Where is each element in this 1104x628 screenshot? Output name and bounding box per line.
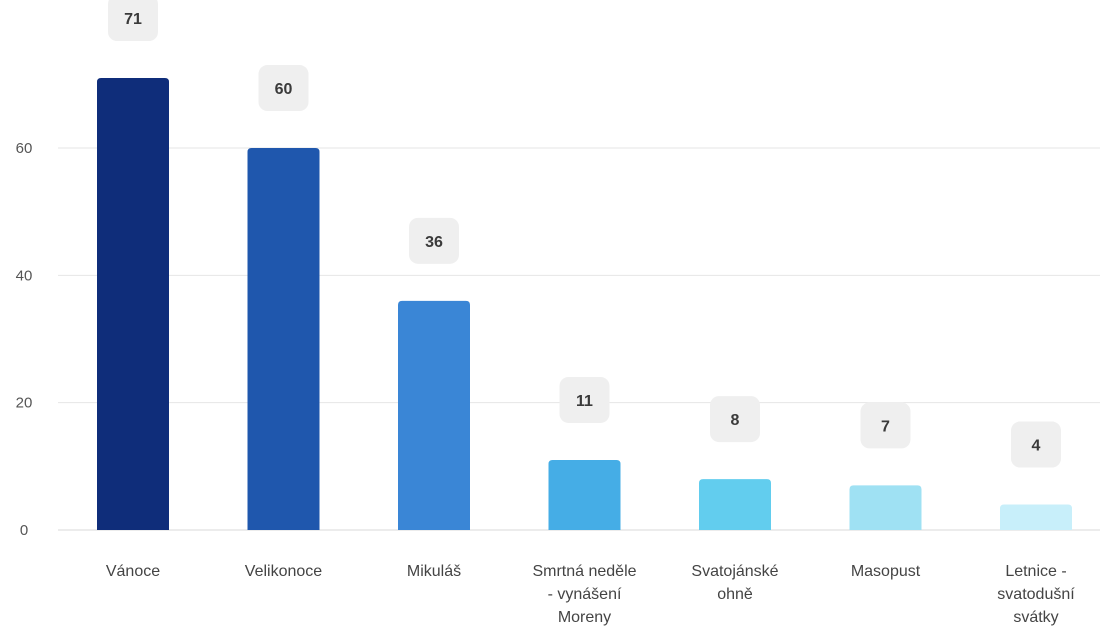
value-badge: 36 <box>409 217 459 264</box>
category-label: Velikonoce <box>245 563 322 580</box>
category-label-line: Letnice - <box>1005 563 1066 580</box>
value-badge: 4 <box>1011 421 1061 468</box>
bars <box>97 78 1072 530</box>
category-label: Letnice - svatodušní svátky <box>997 563 1075 626</box>
y-tick-label: 60 <box>16 140 33 157</box>
bar[interactable] <box>548 459 621 530</box>
value-label: 36 <box>425 234 443 251</box>
value-label: 7 <box>881 418 890 435</box>
category-label-line: svátky <box>1013 609 1058 626</box>
category-label-line: ohně <box>717 586 753 603</box>
value-label: 60 <box>275 81 293 98</box>
value-badge-bg <box>409 217 459 264</box>
value-labels: 71 60 36 11 8 7 4 <box>108 0 1061 468</box>
value-badge-bg <box>860 402 911 449</box>
value-label: 4 <box>1032 438 1041 455</box>
value-badge: 71 <box>108 0 158 41</box>
category-label-line: Mikuláš <box>407 563 461 580</box>
category-label-line: svatodušní <box>997 586 1075 603</box>
category-label: Svatojánské ohně <box>691 563 778 603</box>
value-badge-bg <box>258 65 309 112</box>
bar[interactable] <box>699 479 771 530</box>
category-label-line: Svatojánské <box>691 563 778 580</box>
y-tick-label: 20 <box>16 395 33 412</box>
value-badge: 8 <box>710 396 760 443</box>
category-label: Mikuláš <box>407 563 461 580</box>
category-label-line: Masopust <box>851 563 921 580</box>
value-badge-bg <box>559 376 610 423</box>
category-label-line: - vynášení <box>548 586 622 603</box>
value-badge: 60 <box>258 65 309 112</box>
value-badge: 11 <box>559 376 610 423</box>
value-label: 11 <box>576 393 593 410</box>
category-label-line: Smrtná neděle <box>532 563 636 580</box>
bar[interactable] <box>398 300 470 530</box>
y-tick-label: 40 <box>16 267 33 284</box>
value-badge-bg <box>710 396 760 443</box>
y-tick-label: 0 <box>20 522 28 539</box>
value-label: 71 <box>124 11 142 28</box>
category-label-line: Moreny <box>558 609 611 626</box>
value-badge-bg <box>1011 421 1061 468</box>
value-label: 8 <box>731 412 740 429</box>
category-label: Vánoce <box>106 563 160 580</box>
category-label-line: Vánoce <box>106 563 160 580</box>
bar[interactable] <box>247 148 320 530</box>
value-badge-bg <box>108 0 158 41</box>
bar[interactable] <box>97 78 169 530</box>
category-label: Masopust <box>851 563 921 580</box>
value-badge: 7 <box>860 402 911 449</box>
x-axis: Vánoce Velikonoce Mikuláš Smrtná neděle - vy… <box>106 563 1075 626</box>
y-axis: 0 20 40 60 <box>16 140 33 539</box>
bar[interactable] <box>1000 504 1072 530</box>
category-label-line: Velikonoce <box>245 563 322 580</box>
bar[interactable] <box>849 485 922 530</box>
category-label: Smrtná neděle - vynášení Moreny <box>532 563 636 626</box>
